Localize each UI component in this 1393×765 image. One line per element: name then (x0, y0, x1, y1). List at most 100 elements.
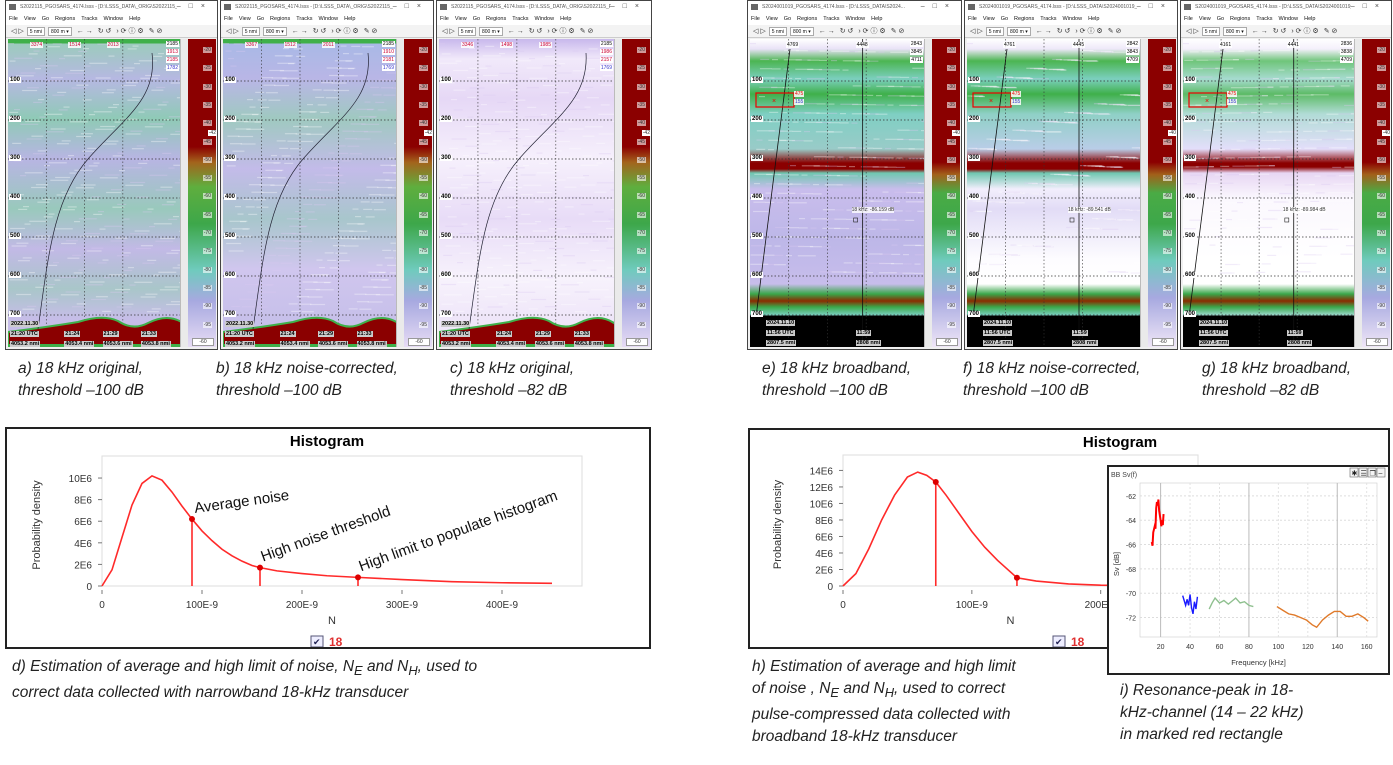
range-field[interactable]: 5 nmi (985, 27, 1004, 36)
menu-item-file[interactable]: File (224, 16, 233, 22)
undo-redo-icon[interactable]: ↻ ↺ (1056, 28, 1071, 35)
menu-item-go[interactable]: Go (783, 16, 792, 22)
window-controls[interactable]: –□× (610, 3, 647, 10)
echogram-view[interactable]: 100 200 300 400 500 600 700 3346 1498 1985 2185 198… (439, 39, 614, 347)
menu-item-file[interactable]: File (1184, 16, 1193, 22)
color-min-field[interactable]: -60 (626, 338, 648, 346)
list-button[interactable] (1358, 467, 1368, 478)
back-forward-icon[interactable]: ◁ ▷ (753, 28, 766, 35)
range-field[interactable]: 5 nmi (26, 27, 45, 36)
undo-redo-icon[interactable]: ↻ ↺ (312, 28, 327, 35)
window-controls[interactable]: –□× (920, 3, 957, 10)
menu-item-window[interactable]: Window (845, 16, 866, 22)
menu-item-regions[interactable]: Regions (486, 16, 507, 22)
menu-item-tracks[interactable]: Tracks (512, 16, 529, 22)
pen-icon[interactable]: ✎ ⊘ (1107, 28, 1122, 35)
menu-item-go[interactable]: Go (41, 16, 50, 22)
menu-item-tracks[interactable]: Tracks (81, 16, 98, 22)
pen-icon[interactable]: ✎ ⊘ (890, 28, 905, 35)
menu-item-help[interactable]: Help (560, 16, 572, 22)
arrow-icon[interactable]: ← → (291, 28, 308, 35)
pin-button[interactable] (1349, 467, 1359, 478)
vertical-scrollbar[interactable] (924, 39, 932, 347)
echogram-view[interactable]: × 475 155 18 kHz: -86.159 dB 100 200 300 400 500… (750, 39, 924, 347)
minimize-button[interactable] (1376, 467, 1386, 478)
depth-dropdown[interactable]: 800 m ▾ (47, 27, 72, 36)
menu-item-regions[interactable]: Regions (797, 16, 818, 22)
menu-item-tracks[interactable]: Tracks (823, 16, 840, 22)
settings-icon[interactable]: › ⟳ ⓘ ⚙ (1075, 28, 1103, 35)
vertical-scrollbar[interactable] (614, 39, 622, 347)
menu-item-view[interactable]: View (454, 16, 467, 22)
menu-item-regions[interactable]: Regions (270, 16, 291, 22)
pen-icon[interactable]: ✎ ⊘ (363, 28, 378, 35)
arrow-icon[interactable]: ← → (818, 28, 835, 35)
menu-item-go[interactable]: Go (1000, 16, 1009, 22)
threshold-marker[interactable]: -40 (1167, 129, 1177, 136)
echogram-view[interactable]: 100 200 300 400 500 600 700 3367 1512 2011 2185 191… (223, 39, 396, 347)
color-min-field[interactable]: -60 (1152, 338, 1174, 346)
menu-item-window[interactable]: Window (1278, 16, 1299, 22)
menu-item-help[interactable]: Help (344, 16, 356, 22)
pen-icon[interactable]: ✎ ⊘ (1323, 28, 1338, 35)
echogram-view[interactable]: × 475 155 18 kHz: -89.541 dB 100 200 300 400 500… (967, 39, 1140, 347)
undo-redo-icon[interactable]: ↻ ↺ (839, 28, 854, 35)
depth-dropdown[interactable]: 800 m ▾ (1222, 27, 1247, 36)
threshold-marker[interactable]: -42 (423, 129, 433, 136)
window-controls[interactable]: –□× (1136, 3, 1173, 10)
settings-icon[interactable]: › ⟳ ⓘ ⚙ (331, 28, 359, 35)
back-forward-icon[interactable]: ◁ ▷ (442, 28, 455, 35)
copy-button[interactable] (1367, 467, 1377, 478)
menu-item-view[interactable]: View (1198, 16, 1211, 22)
undo-redo-icon[interactable]: ↻ ↺ (1272, 28, 1287, 35)
window-controls[interactable]: –□× (392, 3, 429, 10)
settings-icon[interactable]: › ⟳ ⓘ ⚙ (1291, 28, 1319, 35)
menu-item-regions[interactable]: Regions (1014, 16, 1035, 22)
vertical-scrollbar[interactable] (1140, 39, 1148, 347)
menu-item-help[interactable]: Help (871, 16, 883, 22)
back-forward-icon[interactable]: ◁ ▷ (970, 28, 983, 35)
menu-item-view[interactable]: View (23, 16, 36, 22)
menu-item-regions[interactable]: Regions (55, 16, 76, 22)
window-controls[interactable]: –□× (176, 3, 213, 10)
echogram-view[interactable]: × 475 155 18 kHz: -89.984 dB 100 200 300 400 500… (1183, 39, 1354, 347)
arrow-icon[interactable]: ← → (1251, 28, 1268, 35)
arrow-icon[interactable]: ← → (1035, 28, 1052, 35)
range-field[interactable]: 5 nmi (457, 27, 476, 36)
menu-item-file[interactable]: File (751, 16, 760, 22)
menu-item-help[interactable]: Help (1304, 16, 1316, 22)
pen-icon[interactable]: ✎ ⊘ (579, 28, 594, 35)
menu-item-tracks[interactable]: Tracks (1256, 16, 1273, 22)
settings-icon[interactable]: › ⟳ ⓘ ⚙ (858, 28, 886, 35)
menu-item-help[interactable]: Help (1088, 16, 1100, 22)
threshold-marker[interactable]: -42 (207, 129, 217, 136)
threshold-marker[interactable]: -40 (1381, 129, 1391, 136)
menu-item-regions[interactable]: Regions (1230, 16, 1251, 22)
undo-redo-icon[interactable]: ↻ ↺ (528, 28, 543, 35)
window-controls[interactable]: –□× (1350, 3, 1387, 10)
depth-dropdown[interactable]: 800 m ▾ (478, 27, 503, 36)
menu-item-window[interactable]: Window (1062, 16, 1083, 22)
back-forward-icon[interactable]: ◁ ▷ (11, 28, 24, 35)
menu-item-file[interactable]: File (440, 16, 449, 22)
threshold-marker[interactable]: -40 (951, 129, 961, 136)
back-forward-icon[interactable]: ◁ ▷ (226, 28, 239, 35)
depth-dropdown[interactable]: 800 m ▾ (1006, 27, 1031, 36)
pen-icon[interactable]: ✎ ⊘ (148, 28, 163, 35)
range-field[interactable]: 5 nmi (1201, 27, 1220, 36)
settings-icon[interactable]: › ⟳ ⓘ ⚙ (547, 28, 575, 35)
echogram-view[interactable]: 100 200 300 400 500 600 700 3374 1514 2013 2185 191… (8, 39, 180, 347)
threshold-marker[interactable]: -42 (641, 129, 651, 136)
menu-item-view[interactable]: View (982, 16, 995, 22)
menu-item-go[interactable]: Go (472, 16, 481, 22)
menu-item-file[interactable]: File (968, 16, 977, 22)
menu-item-view[interactable]: View (238, 16, 251, 22)
arrow-icon[interactable]: ← → (76, 28, 93, 35)
menu-item-go[interactable]: Go (1216, 16, 1225, 22)
menu-item-file[interactable]: File (9, 16, 18, 22)
menu-item-tracks[interactable]: Tracks (1040, 16, 1057, 22)
menu-item-window[interactable]: Window (534, 16, 555, 22)
back-forward-icon[interactable]: ◁ ▷ (1186, 28, 1199, 35)
arrow-icon[interactable]: ← → (507, 28, 524, 35)
menu-item-tracks[interactable]: Tracks (296, 16, 313, 22)
